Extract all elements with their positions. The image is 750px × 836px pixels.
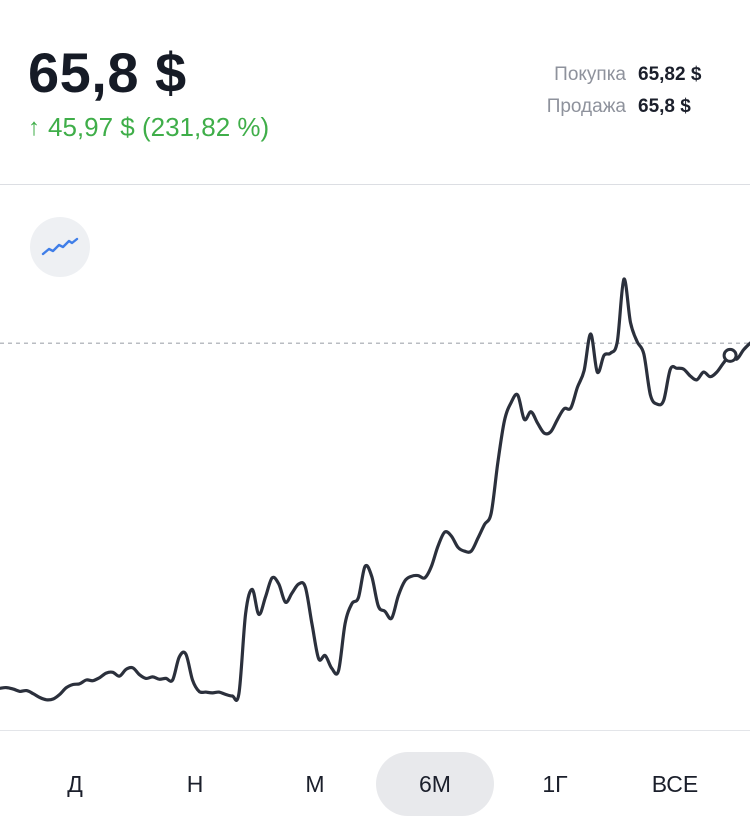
buy-row: Покупка 65,82 $ xyxy=(456,64,716,96)
last-price-marker[interactable] xyxy=(722,347,738,363)
price-change-value: 45,97 $ (231,82 %) xyxy=(48,112,270,142)
line-chart-icon xyxy=(41,237,79,256)
buy-value: 65,82 $ xyxy=(638,64,702,85)
period-month[interactable]: М xyxy=(305,770,325,797)
buy-label: Покупка xyxy=(554,64,626,85)
current-price: 65,8 $ xyxy=(28,41,187,104)
sell-row: Продажа 65,8 $ xyxy=(456,96,716,128)
arrow-up-icon: ↑ xyxy=(28,113,40,141)
period-year[interactable]: 1Г xyxy=(542,770,568,797)
price-chart[interactable] xyxy=(0,185,750,730)
header-divider xyxy=(0,184,750,185)
sell-value: 65,8 $ xyxy=(638,96,691,117)
period-all[interactable]: ВСЕ xyxy=(651,770,699,797)
chart-type-toggle[interactable] xyxy=(30,217,90,277)
period-day[interactable]: Д xyxy=(67,770,83,797)
chart-series-group xyxy=(0,277,750,702)
period-selector: Д Н М 6М 1Г ВСЕ xyxy=(0,752,750,816)
period-week[interactable]: Н xyxy=(186,770,204,797)
period-6-months[interactable]: 6М xyxy=(376,752,494,816)
bid-ask-panel: Покупка 65,82 $ Продажа 65,8 $ xyxy=(456,64,716,128)
price-change: ↑ 45,97 $ (231,82 %) xyxy=(28,112,269,143)
quote-header: 65,8 $ ↑ 45,97 $ (231,82 %) Покупка 65,8… xyxy=(0,0,750,185)
period-divider xyxy=(0,730,750,731)
price-series-line xyxy=(0,277,750,702)
sell-label: Продажа xyxy=(546,96,626,117)
